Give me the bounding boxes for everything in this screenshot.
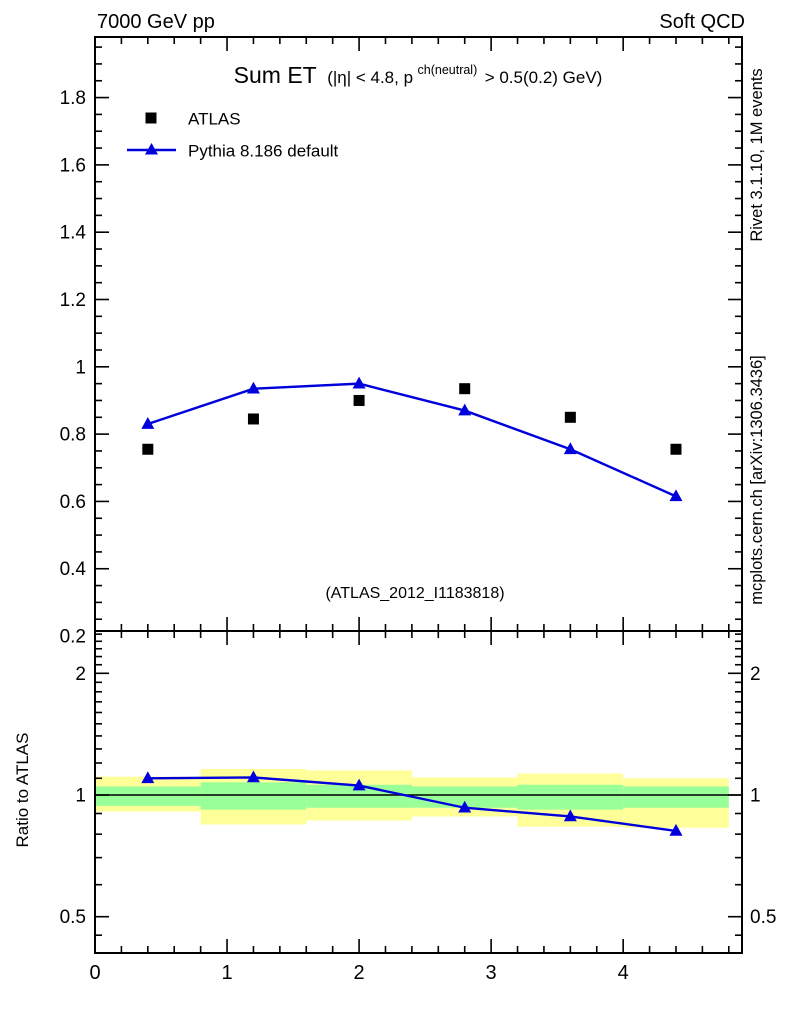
ratio-y-tick-label-right: 2 — [750, 664, 761, 685]
atlas-point-main — [564, 411, 576, 423]
header-beam-energy: 7000 GeV pp — [97, 11, 215, 33]
atlas-point-main — [247, 413, 259, 425]
main-y-tick-label: 0.8 — [60, 425, 86, 446]
pythia-point-ratio — [141, 771, 155, 784]
pythia-point-ratio — [246, 770, 260, 783]
ratio-axis-title: Ratio to ATLAS — [13, 733, 32, 848]
main-y-tick-label: 0.2 — [60, 627, 86, 648]
legend-item-atlas: ATLAS — [145, 110, 241, 129]
pythia-point-main — [563, 442, 577, 455]
main-y-tick-label: 0.6 — [60, 492, 86, 513]
main-y-tick-label: 1 — [75, 357, 86, 378]
x-axis-tick-label: 1 — [221, 962, 232, 984]
data-series — [141, 376, 683, 836]
pythia-point-ratio — [458, 800, 472, 813]
atlas-point-main — [142, 443, 154, 455]
pythia-point-ratio — [563, 809, 577, 822]
legend-label-atlas: ATLAS — [188, 110, 241, 129]
legend: ATLAS Pythia 8.186 default — [127, 110, 339, 161]
axis-tick-labels: 0 1 2 3 4 0.2 0.4 0.6 0.8 1 1.2 1.4 1.6 1.8 0.5 0.5 1 1 2 2 — [60, 88, 777, 984]
pythia-triangle-marker-icon — [145, 143, 158, 155]
atlas-point-main — [670, 443, 682, 455]
x-axis-tick-label: 2 — [354, 962, 365, 984]
ratio-y-tick-label-right: 0.5 — [750, 907, 776, 928]
axis-ticks — [95, 37, 742, 953]
main-y-tick-label: 1.6 — [60, 155, 86, 176]
green-uncertainty-band — [200, 782, 307, 810]
atlas-square-marker-icon — [145, 112, 157, 124]
pythia-point-main — [246, 381, 260, 394]
plot-title-cuts-post: > 0.5(0.2) GeV) — [485, 68, 603, 87]
ratio-y-tick-label-left: 1 — [75, 786, 86, 807]
ratio-y-tick-label-left: 2 — [75, 664, 86, 685]
pythia-point-main — [352, 376, 366, 389]
green-uncertainty-band — [95, 786, 201, 806]
main-y-tick-label: 1.8 — [60, 88, 86, 109]
pythia-line-main — [147, 382, 677, 498]
plot-title-cuts-pre: (|η| < 4.8, p — [327, 68, 413, 87]
header-process-group: Soft QCD — [659, 11, 745, 33]
main-y-tick-label: 1.2 — [60, 290, 86, 311]
main-y-tick-label: 0.4 — [60, 559, 87, 580]
legend-label-pythia: Pythia 8.186 default — [188, 142, 339, 161]
rivet-version-note: Rivet 3.1.10, 1M events — [748, 68, 766, 241]
x-axis-tick-label: 4 — [618, 962, 629, 984]
ratio-y-tick-label-left: 0.5 — [60, 907, 86, 928]
plot-title: Sum ET (|η| < 4.8, p ch(neutral) > 0.5(0… — [234, 61, 603, 88]
plot-title-main: Sum ET — [234, 62, 317, 88]
main-y-tick-label: 1.4 — [60, 223, 87, 244]
x-axis-tick-label: 3 — [486, 962, 497, 984]
atlas-point-main — [459, 383, 471, 395]
pythia-point-ratio — [352, 778, 366, 791]
pythia-point-main — [458, 403, 472, 416]
pythia-point-main — [141, 417, 155, 429]
green-uncertainty-band — [517, 784, 624, 810]
ratio-panel-frame — [94, 630, 743, 954]
plot-title-superscript: ch(neutral) — [418, 63, 478, 77]
ratio-y-tick-label-right: 1 — [750, 786, 761, 807]
mcplots-arxiv-note: mcplots.cern.ch [arXiv:1306.3436] — [748, 355, 766, 604]
pythia-line-ratio — [147, 776, 677, 833]
legend-item-pythia: Pythia 8.186 default — [127, 142, 339, 161]
atlas-point-main — [353, 394, 365, 406]
green-uncertainty-band — [623, 786, 729, 808]
pythia-point-ratio — [669, 823, 683, 836]
panel-frames — [94, 36, 743, 954]
x-axis-tick-label: 0 — [89, 962, 100, 984]
pythia-point-main — [669, 489, 683, 502]
watermark: (ATLAS_2012_I1183818) — [325, 585, 504, 602]
